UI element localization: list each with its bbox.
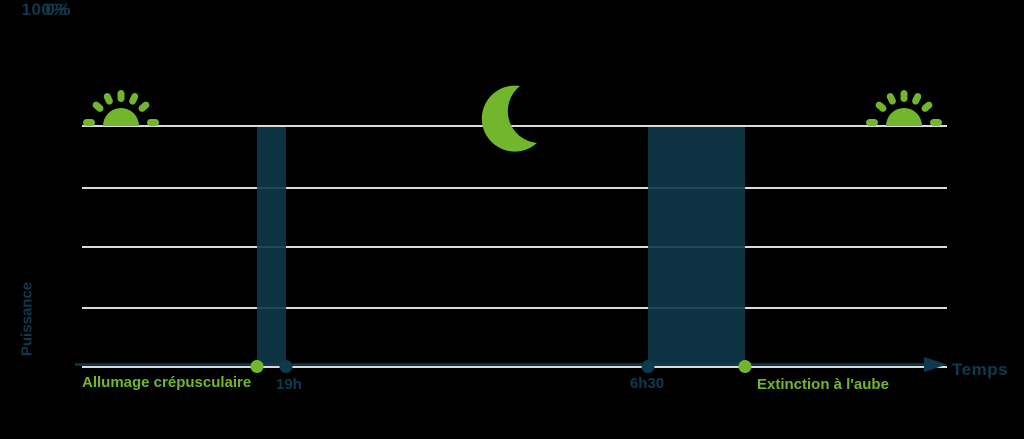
crescent-moon-icon bbox=[481, 85, 537, 152]
x-axis-title: Temps bbox=[952, 360, 1009, 379]
x-label-19h: 19h bbox=[276, 376, 302, 393]
x-label-allumage-crepusculaire: Allumage crépusculaire bbox=[82, 374, 252, 391]
y-axis-tick-0: 0% bbox=[45, 0, 71, 19]
sun-right-icon bbox=[866, 90, 942, 126]
sun-left-icon bbox=[83, 90, 159, 126]
gridlines bbox=[82, 125, 947, 368]
marker-dot-6h30 bbox=[641, 360, 655, 373]
x-label-extinction-aube: Extinction à l'aube bbox=[757, 376, 889, 393]
marker-dot-extinction bbox=[738, 360, 752, 373]
y-axis-tick-100: 100% bbox=[21, 0, 67, 19]
y-axis-title: Puissance bbox=[18, 281, 36, 357]
x-axis-arrow-icon bbox=[924, 357, 947, 372]
marker-dot-allumage bbox=[250, 360, 264, 373]
bar-dusk-to-19h bbox=[257, 127, 286, 366]
marker-dot-19h bbox=[279, 360, 293, 373]
x-label-6h30: 6h30 bbox=[629, 375, 665, 392]
bar-6h30-to-dawn bbox=[648, 127, 745, 366]
